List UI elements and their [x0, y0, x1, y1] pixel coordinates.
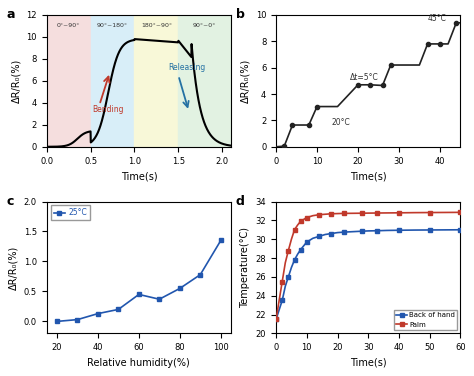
- Palm: [457, 210, 463, 215]
- Back of hand: [283, 284, 288, 288]
- Text: 0°~90°: 0°~90°: [57, 23, 80, 27]
- Back of hand: [279, 298, 285, 303]
- Palm: [322, 212, 328, 217]
- Palm: [365, 211, 371, 215]
- X-axis label: Time(s): Time(s): [350, 358, 386, 368]
- Back of hand: [301, 244, 307, 248]
- Palm: [279, 279, 285, 284]
- Back of hand: [289, 265, 294, 270]
- 25°C: [95, 311, 101, 316]
- X-axis label: Time(s): Time(s): [350, 171, 386, 181]
- Palm: [359, 211, 365, 215]
- Back of hand: [292, 258, 297, 262]
- Palm: [276, 298, 282, 303]
- Text: Δt=5°C: Δt=5°C: [350, 73, 379, 82]
- Back of hand: [384, 228, 390, 233]
- Palm: [427, 210, 432, 215]
- 25°C: [177, 286, 182, 291]
- Palm: [442, 210, 448, 215]
- Palm: [350, 211, 356, 215]
- Text: 90°~180°: 90°~180°: [97, 23, 128, 27]
- Palm: [328, 212, 334, 216]
- Palm: [384, 211, 390, 215]
- 25°C: [156, 297, 162, 302]
- Text: b: b: [236, 8, 245, 21]
- Palm: [310, 214, 316, 218]
- Back of hand: [304, 240, 310, 244]
- Y-axis label: ΔR/R₀(%): ΔR/R₀(%): [240, 59, 250, 103]
- Text: 180°~90°: 180°~90°: [141, 23, 172, 27]
- Palm: [396, 211, 402, 215]
- Text: a: a: [6, 8, 15, 21]
- Palm: [285, 248, 291, 253]
- Back of hand: [350, 229, 356, 234]
- Back of hand: [427, 228, 432, 232]
- Text: 20°C: 20°C: [331, 118, 350, 127]
- 25°C: [54, 319, 60, 324]
- Palm: [411, 211, 417, 215]
- Palm: [298, 219, 303, 224]
- Back of hand: [295, 252, 301, 256]
- Back of hand: [374, 229, 380, 233]
- Text: 45°C: 45°C: [428, 14, 447, 23]
- Back of hand: [335, 230, 340, 235]
- Back of hand: [310, 236, 316, 241]
- Back of hand: [276, 308, 282, 312]
- Y-axis label: Temperature(°C): Temperature(°C): [240, 227, 250, 308]
- Palm: [374, 211, 380, 215]
- X-axis label: Time(s): Time(s): [120, 171, 157, 181]
- Text: 90°~0°: 90°~0°: [193, 23, 216, 27]
- Bar: [178, 15, 231, 147]
- Palm: [295, 223, 301, 227]
- Back of hand: [273, 317, 279, 321]
- Palm: [316, 212, 322, 217]
- Palm: [289, 237, 294, 241]
- Back of hand: [285, 274, 291, 279]
- Text: Releasing: Releasing: [168, 63, 205, 72]
- Back of hand: [298, 247, 303, 252]
- Back of hand: [457, 227, 463, 232]
- Palm: [283, 261, 288, 265]
- Y-axis label: ΔR/R₀(%): ΔR/R₀(%): [11, 59, 21, 103]
- X-axis label: Relative humidity(%): Relative humidity(%): [88, 358, 190, 368]
- Back of hand: [396, 228, 402, 232]
- Text: Bending: Bending: [92, 105, 124, 114]
- Back of hand: [316, 234, 322, 239]
- Back of hand: [365, 229, 371, 233]
- 25°C: [218, 238, 224, 243]
- 25°C: [198, 272, 203, 277]
- Line: Back of hand: Back of hand: [274, 228, 462, 321]
- Palm: [304, 215, 310, 220]
- Palm: [292, 227, 297, 232]
- Line: Palm: Palm: [274, 211, 462, 321]
- Line: 25°C: 25°C: [55, 238, 223, 324]
- Back of hand: [359, 229, 365, 233]
- Palm: [341, 211, 346, 216]
- Bar: [47, 15, 91, 147]
- Text: c: c: [6, 195, 14, 208]
- Y-axis label: ΔR/R₀(%): ΔR/R₀(%): [9, 245, 18, 290]
- Palm: [273, 317, 279, 321]
- Palm: [335, 211, 340, 216]
- Back of hand: [328, 231, 334, 236]
- Back of hand: [442, 227, 448, 232]
- Legend: Back of hand, Palm: Back of hand, Palm: [394, 310, 457, 330]
- Legend: 25°C: 25°C: [51, 205, 90, 220]
- Back of hand: [341, 230, 346, 234]
- Bar: [91, 15, 135, 147]
- 25°C: [74, 317, 80, 322]
- Back of hand: [411, 228, 417, 232]
- Back of hand: [322, 232, 328, 237]
- 25°C: [116, 307, 121, 312]
- Palm: [301, 217, 307, 222]
- 25°C: [136, 292, 142, 297]
- Bar: [135, 15, 178, 147]
- Text: d: d: [236, 195, 245, 208]
